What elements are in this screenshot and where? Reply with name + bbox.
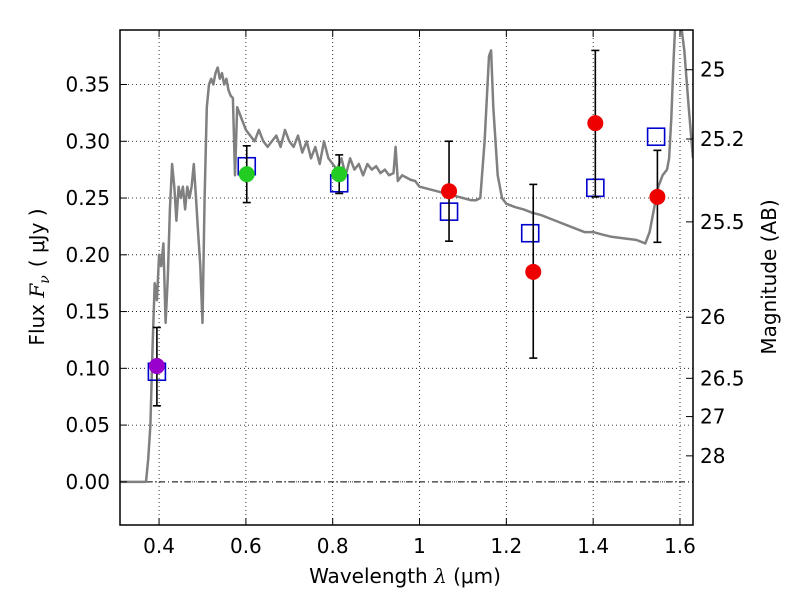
grid <box>120 30 693 525</box>
observed-flux-point <box>148 358 165 375</box>
x-axis-label: Wavelength λ (μm) <box>309 564 501 588</box>
magnitude-tick-label: 25.2 <box>700 127 745 151</box>
x-tick-label: 1.2 <box>490 534 522 558</box>
y-tick-label: 0.30 <box>65 129 110 153</box>
y-tick-label: 0.15 <box>65 300 110 324</box>
observed-flux-point <box>238 166 255 183</box>
y-tick-label: 0.35 <box>65 72 110 96</box>
magnitude-tick-label: 25.5 <box>700 210 745 234</box>
magnitude-tick-label: 26 <box>700 305 725 329</box>
observed-flux-point <box>331 166 348 183</box>
y-tick-label: 0.20 <box>65 243 110 267</box>
x-tick-label: 0.8 <box>317 534 349 558</box>
axis-ticks: 0.4 0.6 0.8 1 1.2 1.4 1.6 0.00 0.05 0.10 0.15 0.20 0… <box>65 30 745 558</box>
plot-area <box>120 30 693 484</box>
observed-flux-point <box>649 188 666 205</box>
y-tick-label: 0.00 <box>65 470 110 494</box>
magnitude-tick-label: 25 <box>700 58 725 82</box>
y-tick-label: 0.10 <box>65 356 110 380</box>
x-tick-label: 1.4 <box>577 534 609 558</box>
right-axis-label: Magnitude (AB) <box>757 199 781 354</box>
x-tick-label: 1 <box>413 534 426 558</box>
magnitude-tick-label: 28 <box>700 444 725 468</box>
x-tick-label: 0.6 <box>230 534 262 558</box>
observed-flux-point <box>525 263 542 280</box>
x-tick-label: 1.6 <box>664 534 696 558</box>
magnitude-tick-label: 27 <box>700 405 725 429</box>
magnitude-tick-label: 26.5 <box>700 366 745 390</box>
observed-flux-point <box>587 115 604 132</box>
y-axis-label: Flux Fν( μJy ) <box>25 208 53 345</box>
model-flux-square <box>646 127 666 147</box>
plot-layers <box>120 30 693 484</box>
observed-flux-point <box>441 183 458 200</box>
x-tick-label: 0.4 <box>143 534 175 558</box>
model-flux-square <box>520 223 540 243</box>
plot-frame <box>119 29 694 526</box>
y-tick-label: 0.05 <box>65 413 110 437</box>
model-spectrum-line <box>120 30 693 484</box>
y-tick-label: 0.25 <box>65 186 110 210</box>
